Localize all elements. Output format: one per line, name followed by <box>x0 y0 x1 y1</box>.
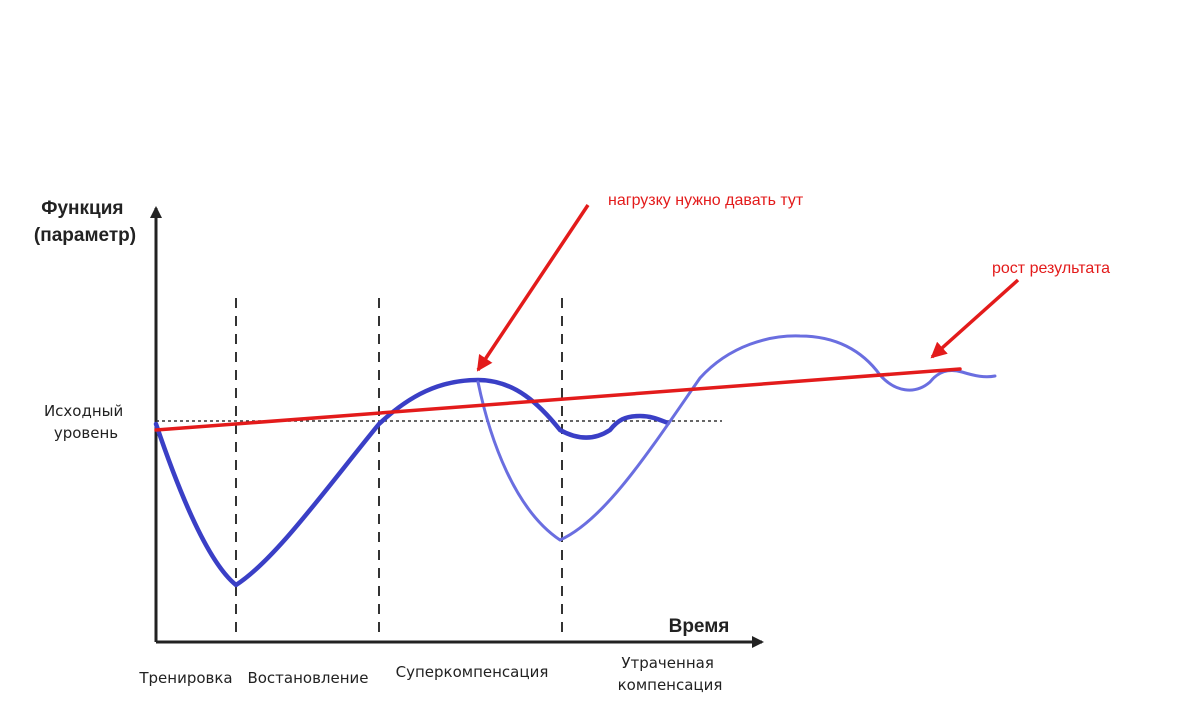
baseline-label-line1: Исходный <box>44 402 123 420</box>
alt-curve <box>476 334 997 542</box>
baseline-label-line2: уровень <box>54 424 118 442</box>
y-axis-title-line2: (параметр) <box>34 225 136 246</box>
main-curve <box>153 377 671 588</box>
x-axis-title: Время <box>669 616 730 637</box>
load-point-arrow <box>476 204 590 372</box>
phase-label-lost-compensation: Утраченная компенсация <box>618 654 723 694</box>
baseline-label: Исходный уровень <box>44 402 128 442</box>
phase-label-lost-compensation-line2: компенсация <box>618 676 723 694</box>
load-point-annotation: нагрузку нужно давать тут <box>608 192 804 209</box>
y-axis-title: Функция (параметр) <box>34 198 136 246</box>
phase-label-recovery: Востановление <box>247 669 368 687</box>
y-axis-title-line1: Функция <box>41 198 123 219</box>
result-growth-annotation: рост результата <box>992 260 1110 277</box>
result-growth-arrow <box>930 278 1020 359</box>
phase-label-lost-compensation-line1: Утраченная <box>621 654 714 672</box>
phase-label-training: Тренировка <box>138 669 232 687</box>
result-growth-trend-line <box>154 367 962 432</box>
phase-label-supercompensation: Суперкомпенсация <box>396 663 549 681</box>
